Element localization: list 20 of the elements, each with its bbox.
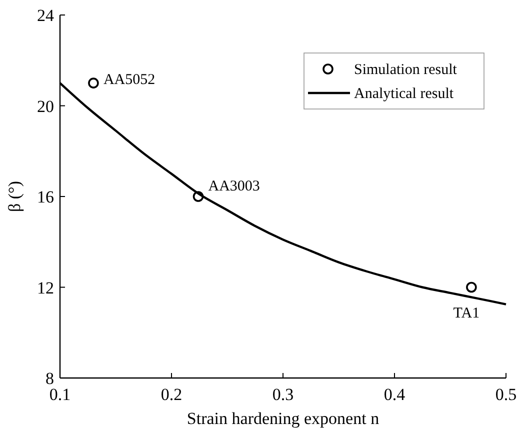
x-tick-label: 0.2	[160, 385, 182, 404]
y-tick-label: 24	[37, 6, 54, 25]
x-axis-title: Strain hardening exponent n	[186, 409, 380, 428]
point	[466, 282, 477, 293]
y-axis-title: β (°)	[5, 180, 24, 212]
annotation: TA1	[453, 305, 480, 322]
annotation: AA3003	[208, 178, 260, 194]
annotation: AA5052	[103, 72, 156, 88]
point	[88, 78, 99, 88]
y-tick-label: 16	[37, 188, 54, 206]
legend-label: Simulation result	[354, 62, 458, 78]
legend-label: Analytical result	[354, 86, 454, 102]
y-tick-label: 20	[37, 96, 54, 116]
x-tick-label: 0.5	[495, 385, 517, 404]
x-tick-label: 0.1	[49, 385, 71, 404]
y-tick-label: 12	[37, 278, 54, 298]
y-tick-label: 8	[46, 369, 54, 388]
point	[192, 191, 204, 202]
x-tick-label: 0.3	[272, 385, 294, 404]
x-tick-label: 0.4	[384, 385, 406, 404]
